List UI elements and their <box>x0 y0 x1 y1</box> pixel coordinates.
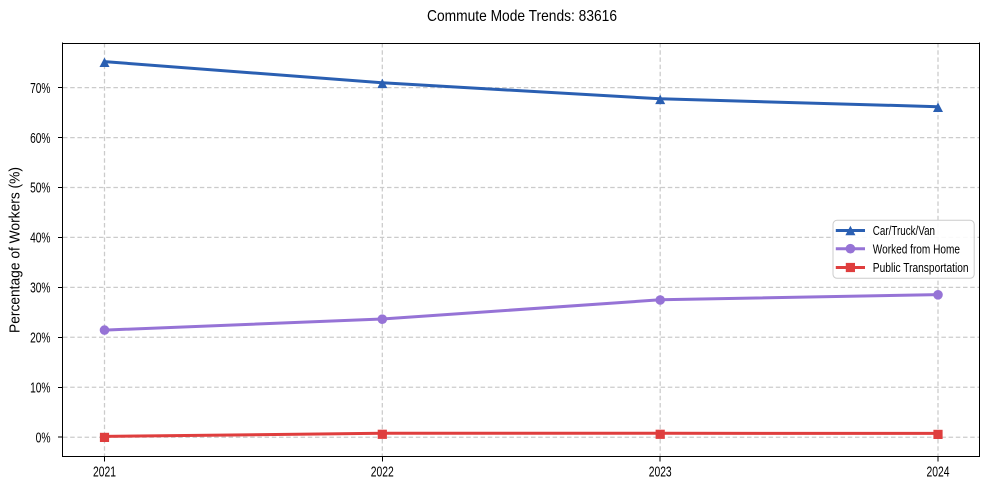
svg-text:30%: 30% <box>30 281 50 297</box>
svg-text:70%: 70% <box>30 81 50 97</box>
svg-text:2021: 2021 <box>93 465 116 481</box>
svg-text:10%: 10% <box>30 381 50 397</box>
svg-text:40%: 40% <box>30 231 50 247</box>
svg-text:2023: 2023 <box>649 465 672 481</box>
svg-text:Car/Truck/Van: Car/Truck/Van <box>873 223 935 238</box>
svg-text:2024: 2024 <box>927 465 950 481</box>
svg-text:Percentage of Workers (%): Percentage of Workers (%) <box>8 167 24 333</box>
svg-text:2022: 2022 <box>371 465 394 481</box>
svg-text:Commute Mode Trends: 83616: Commute Mode Trends: 83616 <box>427 8 617 25</box>
svg-text:50%: 50% <box>30 181 50 197</box>
svg-text:0%: 0% <box>36 430 51 446</box>
svg-text:20%: 20% <box>30 331 50 347</box>
svg-text:Public Transportation: Public Transportation <box>873 260 969 275</box>
svg-text:60%: 60% <box>30 131 50 147</box>
svg-text:Worked from Home: Worked from Home <box>873 241 960 256</box>
